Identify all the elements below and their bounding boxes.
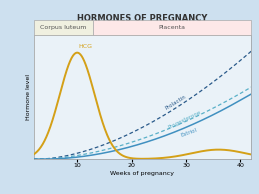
- Text: Placenta: Placenta: [159, 25, 186, 30]
- X-axis label: Weeks of pregnancy: Weeks of pregnancy: [110, 171, 175, 176]
- Text: HCG: HCG: [78, 44, 92, 49]
- Title: HORMONES OF PREGNANCY: HORMONES OF PREGNANCY: [77, 14, 208, 23]
- Text: Prolactin: Prolactin: [164, 94, 187, 111]
- Bar: [93, 20, 251, 35]
- Text: Corpus luteum: Corpus luteum: [40, 25, 87, 30]
- Text: Estriol: Estriol: [181, 127, 198, 138]
- Y-axis label: Hormone level: Hormone level: [26, 74, 31, 120]
- Text: Progesterone: Progesterone: [167, 110, 202, 130]
- Bar: [34, 20, 93, 35]
